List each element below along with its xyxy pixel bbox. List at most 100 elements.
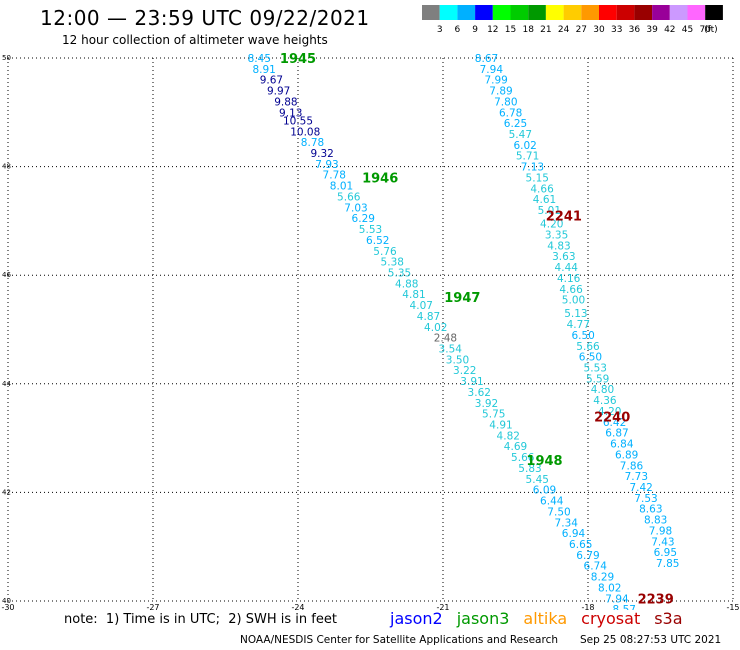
wave-height-value: 3.54: [439, 344, 463, 356]
wave-height-value: 8.45: [248, 53, 271, 65]
legend-bin-label: 9: [472, 25, 478, 35]
wave-height-value: 6.02: [513, 140, 536, 152]
legend-swatch: [563, 5, 582, 20]
legend-swatch: [669, 5, 688, 20]
legend-bin-label: 42: [664, 25, 675, 35]
legend-swatch: [599, 5, 617, 20]
legend-swatch: [439, 5, 458, 20]
wave-height-value: 7.94: [480, 64, 504, 76]
wave-height-value: 6.84: [610, 439, 634, 451]
wave-height-value: 2.48: [434, 333, 457, 345]
pass-time-label: 1948: [526, 454, 562, 469]
wave-height-value: 8.63: [639, 504, 662, 516]
mission-altika: altika: [523, 609, 568, 628]
wave-height-value: 7.03: [344, 202, 367, 214]
legend-bin-label: 39: [646, 25, 658, 35]
footer-credit: NOAA/NESDIS Center for Satellite Applica…: [240, 634, 558, 646]
wave-height-value: 10.08: [290, 126, 320, 138]
pass-time-label: 1947: [444, 291, 480, 306]
wave-height-value: 7.42: [629, 482, 652, 494]
wave-height-value: 4.66: [559, 284, 583, 296]
x-tick-label: -21: [436, 603, 449, 610]
legend-bin-label: 27: [576, 25, 587, 35]
y-tick-label: 48: [2, 163, 11, 171]
legend-swatch: [581, 5, 599, 20]
wave-height-value: 5.35: [388, 267, 411, 279]
wave-height-value: 4.44: [555, 262, 579, 274]
wave-height-value: 6.89: [615, 449, 638, 461]
footer-note: note: 1) Time is in UTC; 2) SWH is in fe…: [64, 612, 337, 627]
wave-height-value: 7.89: [489, 86, 512, 98]
wave-height-value: 8.83: [644, 515, 667, 527]
mission-jason3: jason3: [456, 609, 510, 628]
wave-height-value: 5.38: [381, 257, 404, 269]
wave-height-value: 5.75: [482, 409, 505, 421]
wave-height-value: 6.79: [576, 550, 599, 562]
wave-height-value: 7.80: [494, 96, 517, 108]
mission-jason2: jason2: [390, 609, 443, 628]
wave-height-value: 3.91: [460, 376, 483, 388]
legend-bin-label: 6: [455, 25, 461, 35]
legend-bin-label: 24: [558, 25, 570, 35]
x-tick-label: -24: [291, 603, 304, 610]
legend-swatch: [422, 5, 440, 20]
wave-height-value: 5.53: [359, 224, 382, 236]
wave-height-value: 9.32: [310, 148, 333, 160]
legend-swatch: [687, 5, 706, 20]
wave-height-value: 6.87: [605, 428, 628, 440]
wave-height-value: 8.57: [613, 604, 636, 610]
wave-height-value: 6.50: [571, 330, 594, 342]
wave-height-value: 5.66: [511, 452, 535, 464]
y-tick-label: 42: [2, 488, 11, 496]
wave-height-value: 7.13: [521, 162, 544, 174]
wave-height-value: 4.07: [410, 300, 433, 312]
wave-height-value: 8.29: [591, 572, 614, 584]
wave-height-value: 4.80: [591, 384, 614, 396]
wave-height-value: 5.01: [538, 205, 561, 217]
x-tick-label: -15: [726, 603, 739, 610]
wave-height-value: 5.66: [576, 341, 600, 353]
wave-height-value: 9.67: [260, 75, 283, 87]
wave-height-value: 4.16: [557, 273, 581, 285]
wave-height-value: 8.67: [475, 53, 498, 65]
legend-bin-label: 45: [682, 25, 693, 35]
wave-height-value: 7.86: [620, 460, 644, 472]
wave-height-value: 6.74: [584, 561, 608, 573]
wave-height-value: 7.93: [315, 159, 338, 171]
wave-height-value: 4.20: [598, 406, 621, 418]
wave-height-value: 7.73: [625, 471, 648, 483]
wave-height-value: 4.87: [417, 311, 440, 323]
wave-height-value: 3.92: [475, 398, 498, 410]
wave-height-value: 6.94: [562, 528, 586, 540]
wave-height-value: 6.95: [654, 547, 677, 559]
wave-height-value: 8.02: [598, 582, 621, 594]
legend-bin-label: 33: [611, 25, 622, 35]
legend-swatch: [510, 5, 529, 20]
wave-height-value: 4.88: [395, 278, 418, 290]
legend-unit: (ft): [704, 25, 718, 35]
wave-height-value: 5.59: [586, 373, 609, 385]
wave-height-value: 4.81: [402, 289, 425, 301]
legend-swatch: [705, 5, 723, 20]
wave-height-value: 7.50: [547, 506, 570, 518]
wave-height-value: 3.50: [446, 354, 469, 366]
wave-height-value: 6.29: [352, 213, 375, 225]
wave-height-value: 6.52: [366, 235, 389, 247]
pass-time-label: 2239: [638, 592, 674, 607]
wave-height-value: 4.02: [424, 322, 447, 334]
wave-height-value: 7.99: [484, 75, 507, 87]
legend-bin-label: 70: [699, 25, 711, 35]
wave-height-value: 5.45: [526, 474, 549, 486]
wave-height-value: 6.09: [533, 485, 556, 497]
wave-height-value: 5.83: [518, 463, 541, 475]
legend-bin-label: 30: [593, 25, 605, 35]
legend-bin-label: 12: [487, 25, 498, 35]
legend-swatch: [634, 5, 653, 20]
wave-height-value: 6.42: [603, 417, 626, 429]
legend-swatch: [475, 5, 493, 20]
wave-height-value: 4.36: [593, 395, 617, 407]
legend-bin-label: 36: [629, 25, 641, 35]
wave-height-value: 6.44: [540, 496, 564, 508]
pass-time-label: 2240: [594, 410, 630, 425]
legend-swatch: [652, 5, 670, 20]
